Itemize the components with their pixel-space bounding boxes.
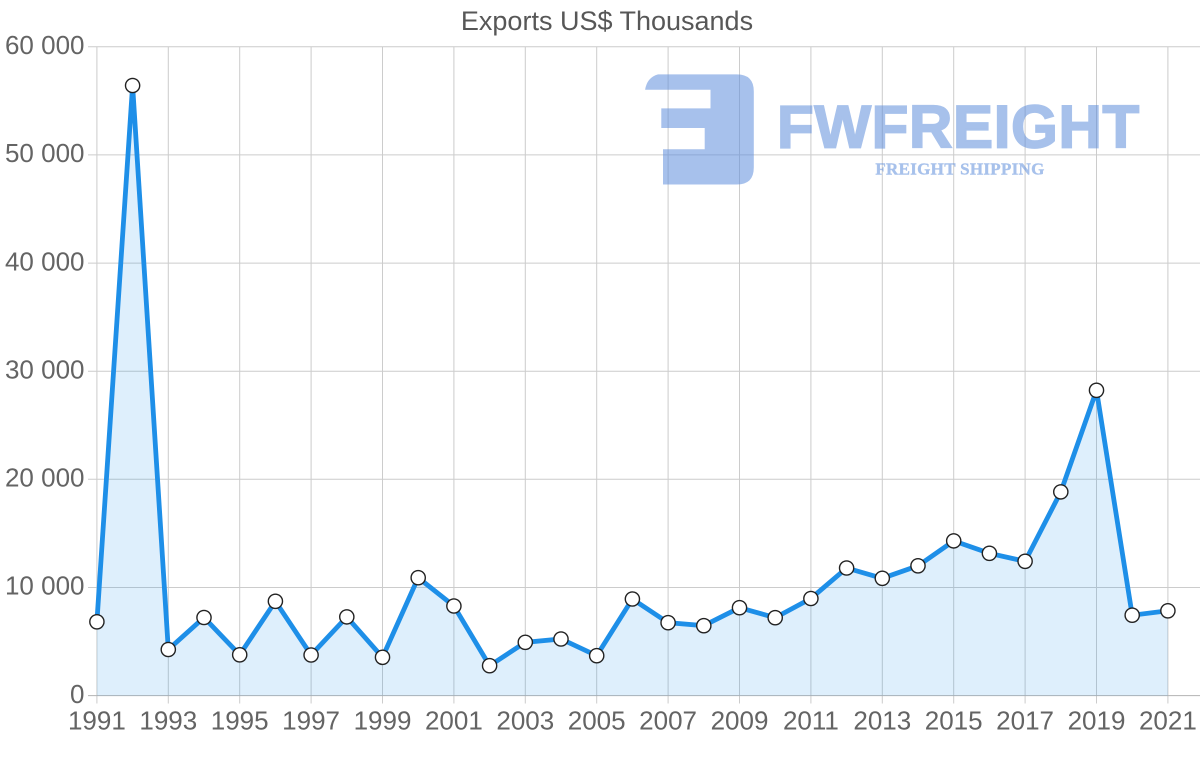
svg-text:60 000: 60 000	[5, 30, 85, 60]
svg-text:2005: 2005	[568, 706, 626, 736]
svg-text:2015: 2015	[925, 706, 983, 736]
svg-text:40 000: 40 000	[5, 246, 85, 276]
svg-text:2021: 2021	[1139, 706, 1197, 736]
svg-text:2017: 2017	[996, 706, 1054, 736]
svg-text:2019: 2019	[1068, 706, 1126, 736]
svg-text:10 000: 10 000	[5, 571, 85, 601]
svg-text:1997: 1997	[282, 706, 340, 736]
svg-text:2013: 2013	[853, 706, 911, 736]
svg-text:2003: 2003	[496, 706, 554, 736]
svg-text:FREIGHT SHIPPING: FREIGHT SHIPPING	[875, 160, 1044, 179]
svg-text:50 000: 50 000	[5, 138, 85, 168]
svg-text:1995: 1995	[211, 706, 269, 736]
svg-text:2009: 2009	[711, 706, 769, 736]
svg-text:0: 0	[70, 679, 84, 709]
svg-text:1993: 1993	[139, 706, 197, 736]
svg-text:1991: 1991	[68, 706, 126, 736]
svg-text:FWFREIGHT: FWFREIGHT	[777, 94, 1140, 161]
svg-text:2011: 2011	[783, 706, 839, 736]
svg-text:1999: 1999	[354, 706, 412, 736]
svg-text:20 000: 20 000	[5, 463, 85, 493]
svg-text:2001: 2001	[425, 706, 483, 736]
svg-text:30 000: 30 000	[5, 354, 85, 384]
svg-text:2007: 2007	[639, 706, 697, 736]
svg-text:Exports US$ Thousands: Exports US$ Thousands	[461, 6, 753, 36]
